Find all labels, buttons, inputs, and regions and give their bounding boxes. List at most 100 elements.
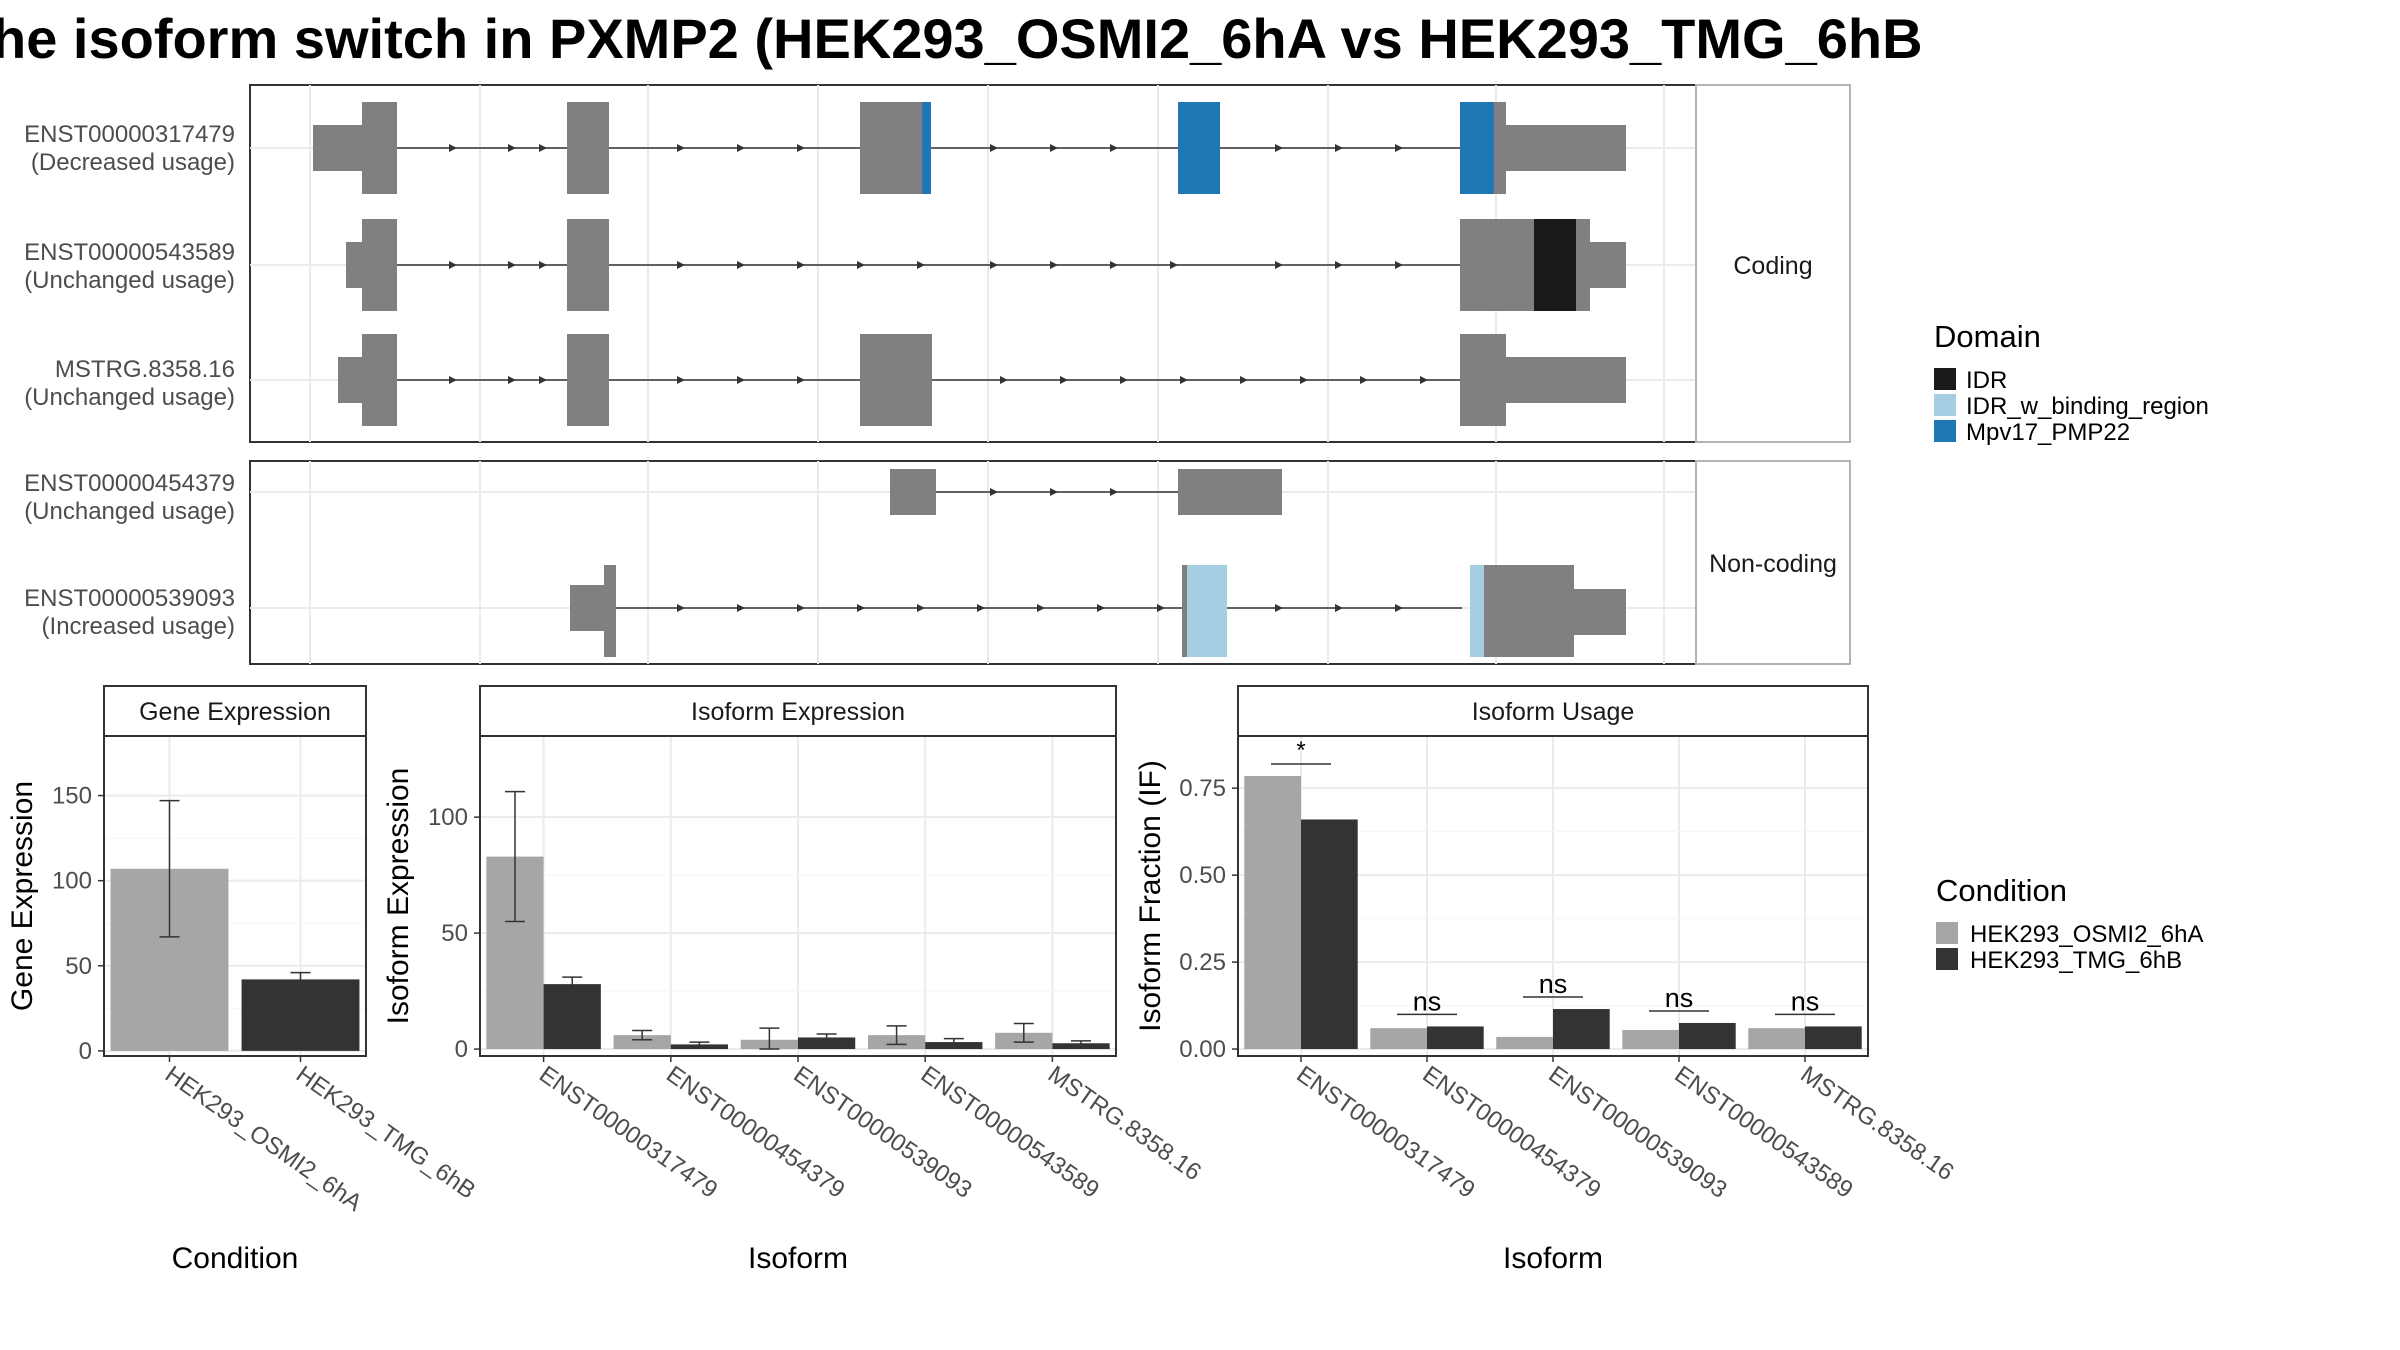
strip-box xyxy=(103,685,367,737)
condition-legend: Condition HEK293_OSMI2_6hA HEK293_TMG_6h… xyxy=(1936,873,2203,974)
transcript-usage-label: (Unchanged usage) xyxy=(24,498,235,525)
condition-legend-title: Condition xyxy=(1936,873,2067,908)
y-tick-label: 0.00 xyxy=(1179,1036,1226,1063)
chart-title: Isoform Expression xyxy=(691,698,905,726)
transcript-enst00000543589-model xyxy=(346,219,1626,311)
utr-exon xyxy=(1574,589,1626,635)
bar xyxy=(1679,1022,1736,1050)
y-tick-label: 100 xyxy=(52,868,92,895)
transcript-usage-label: (Increased usage) xyxy=(42,613,235,640)
intron-arrows xyxy=(990,488,1118,496)
bar xyxy=(1301,819,1358,1050)
exon xyxy=(1178,469,1282,515)
transcript-id-label: MSTRG.8358.16 xyxy=(55,356,235,383)
significance-label: ns xyxy=(1665,983,1694,1013)
domain-legend-key-mpv17-pmp22 xyxy=(1934,420,1956,442)
transcript-usage-label: (Decreased usage) xyxy=(31,149,235,176)
domain-idr-w-binding-region xyxy=(1187,565,1227,657)
domain-legend-key-idr-w-binding-region xyxy=(1934,394,1956,416)
exon xyxy=(604,565,616,657)
noncoding-panel-frame xyxy=(249,460,1697,665)
domain-legend-label: IDR_w_binding_region xyxy=(1966,393,2209,420)
noncoding-panel: Non-coding xyxy=(249,460,1851,665)
bar xyxy=(1370,1028,1427,1050)
y-tick-label: 0.25 xyxy=(1179,949,1226,976)
bar xyxy=(241,979,360,1051)
noncoding-strip-label: Non-coding xyxy=(1709,550,1837,578)
significance-label: * xyxy=(1296,737,1305,764)
exon xyxy=(567,334,609,426)
domain-legend-title: Domain xyxy=(1934,319,2041,354)
noncoding-strip xyxy=(1695,460,1851,665)
domain-legend-key-idr xyxy=(1934,368,1956,390)
domain-legend-label: IDR xyxy=(1966,367,2007,394)
exon xyxy=(1460,334,1506,426)
intron-arrows xyxy=(449,144,1403,152)
bar xyxy=(670,1044,729,1050)
transcript-usage-label: (Unchanged usage) xyxy=(24,384,235,411)
condition-legend-label: HEK293_TMG_6hB xyxy=(1970,947,2182,974)
condition-legend-key-tmg xyxy=(1936,948,1958,970)
intron-arrows xyxy=(449,261,1403,269)
bar xyxy=(1244,776,1301,1050)
panel-frame xyxy=(1237,735,1869,1057)
bar xyxy=(613,1035,671,1050)
utr-exon xyxy=(338,357,366,403)
x-axis-title: Isoform xyxy=(1503,1242,1603,1275)
transcript-enst00000539093-model xyxy=(570,565,1626,657)
domain-mpv17-pmp22 xyxy=(922,102,931,194)
exon xyxy=(362,219,397,311)
panel-frame xyxy=(479,735,1117,1057)
y-tick-label: 50 xyxy=(441,920,468,947)
bar xyxy=(798,1037,856,1050)
exon xyxy=(1182,565,1187,657)
y-tick-label: 0 xyxy=(455,1036,468,1063)
condition-legend-label: HEK293_OSMI2_6hA xyxy=(1970,921,2203,948)
exon xyxy=(1494,102,1506,194)
utr-exon xyxy=(346,242,366,288)
exon xyxy=(890,469,936,515)
intron-arrows xyxy=(449,376,1428,384)
transcript-id-label: ENST00000454379 xyxy=(24,470,235,497)
condition-legend-key-osmi2 xyxy=(1936,922,1958,944)
bar xyxy=(1748,1028,1805,1050)
panel-frame xyxy=(103,735,367,1057)
transcript-mstrg-8358-16-model xyxy=(338,334,1626,426)
y-axis-title: Gene Expression xyxy=(6,781,39,1011)
bar xyxy=(543,984,601,1050)
x-axis-title: Isoform xyxy=(748,1242,848,1275)
exon xyxy=(362,334,397,426)
strip-box xyxy=(479,685,1117,737)
domain-idr-w-binding-region xyxy=(1470,565,1484,657)
exon xyxy=(860,102,922,194)
y-tick-label: 0.50 xyxy=(1179,862,1226,889)
coding-strip-label: Coding xyxy=(1733,252,1812,280)
bar xyxy=(1622,1029,1679,1050)
y-axis-title: Isoform Fraction (IF) xyxy=(1134,760,1167,1032)
y-tick-label: 150 xyxy=(52,783,92,810)
bar xyxy=(1805,1026,1862,1050)
utr-exon xyxy=(1506,125,1626,171)
y-tick-label: 0.75 xyxy=(1179,775,1226,802)
exon xyxy=(1484,565,1574,657)
y-axis-title: Isoform Expression xyxy=(382,768,415,1025)
domain-legend: Domain IDR IDR_w_binding_region Mpv17_PM… xyxy=(1934,319,2209,446)
significance-label: ns xyxy=(1539,969,1568,999)
transcript-usage-label: (Unchanged usage) xyxy=(24,267,235,294)
transcript-id-label: ENST00000543589 xyxy=(24,239,235,266)
coding-strip xyxy=(1695,84,1851,443)
domain-idr xyxy=(1534,219,1576,311)
exon xyxy=(567,219,609,311)
y-tick-label: 0 xyxy=(79,1038,92,1065)
bar xyxy=(1427,1026,1484,1050)
bar xyxy=(1496,1036,1553,1050)
bar xyxy=(1553,1009,1610,1050)
domain-mpv17-pmp22 xyxy=(1460,102,1494,194)
exon xyxy=(567,102,609,194)
transcript-labels: ENST00000317479 (Decreased usage) ENST00… xyxy=(24,121,235,640)
transcript-id-label: ENST00000317479 xyxy=(24,121,235,148)
domain-mpv17-pmp22 xyxy=(1178,102,1220,194)
intron-arrows xyxy=(677,604,1403,612)
chart-title: Gene Expression xyxy=(139,698,331,726)
